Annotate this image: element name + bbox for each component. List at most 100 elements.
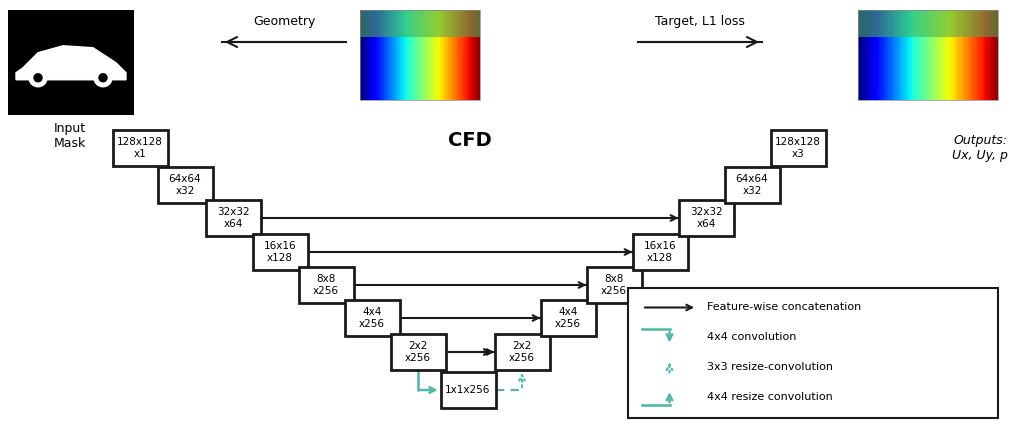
Bar: [895, 10, 898, 100]
Bar: [344, 300, 399, 336]
Bar: [725, 167, 779, 203]
Bar: [921, 10, 924, 100]
Bar: [370, 10, 372, 100]
Bar: [874, 10, 877, 100]
Bar: [900, 10, 902, 100]
Bar: [390, 334, 445, 370]
Bar: [416, 10, 418, 100]
Bar: [988, 10, 991, 100]
Bar: [966, 10, 968, 100]
Bar: [440, 10, 442, 100]
Text: 4x4 convolution: 4x4 convolution: [707, 332, 797, 343]
Text: 4x4
x256: 4x4 x256: [555, 307, 581, 329]
Bar: [446, 10, 449, 100]
Text: Feature-wise concatenation: Feature-wise concatenation: [707, 302, 861, 313]
Bar: [458, 10, 460, 100]
Bar: [368, 10, 370, 100]
Bar: [928, 10, 931, 100]
Bar: [867, 10, 869, 100]
Text: 8x8
x256: 8x8 x256: [313, 274, 339, 296]
Text: 32x32
x64: 32x32 x64: [217, 207, 249, 229]
Bar: [372, 10, 374, 100]
Bar: [995, 10, 998, 100]
Bar: [456, 10, 458, 100]
Bar: [970, 10, 973, 100]
Text: 8x8
x256: 8x8 x256: [601, 274, 627, 296]
Bar: [958, 10, 961, 100]
Bar: [434, 10, 436, 100]
Bar: [388, 10, 390, 100]
Bar: [206, 200, 260, 236]
Circle shape: [94, 69, 112, 87]
Bar: [973, 10, 975, 100]
Bar: [384, 10, 386, 100]
Bar: [450, 10, 452, 100]
Bar: [402, 10, 404, 100]
Bar: [770, 130, 825, 166]
Bar: [424, 10, 426, 100]
Bar: [390, 10, 392, 100]
Bar: [982, 10, 984, 100]
Text: 2x2
x256: 2x2 x256: [509, 341, 535, 363]
Bar: [158, 167, 213, 203]
Bar: [400, 10, 402, 100]
Bar: [858, 10, 998, 100]
Bar: [904, 10, 907, 100]
Bar: [462, 10, 464, 100]
Bar: [907, 10, 909, 100]
Bar: [414, 10, 416, 100]
Bar: [495, 334, 550, 370]
Text: CFD: CFD: [449, 130, 492, 150]
Bar: [886, 10, 889, 100]
Bar: [991, 10, 993, 100]
Bar: [374, 10, 376, 100]
Bar: [993, 10, 995, 100]
Bar: [454, 10, 456, 100]
Bar: [466, 10, 468, 100]
Bar: [253, 234, 307, 270]
Bar: [937, 10, 940, 100]
Bar: [464, 10, 466, 100]
Bar: [360, 10, 362, 100]
Bar: [404, 10, 406, 100]
Bar: [438, 10, 440, 100]
Bar: [956, 10, 958, 100]
Bar: [933, 10, 935, 100]
Bar: [977, 10, 979, 100]
Text: 64x64
x32: 64x64 x32: [169, 174, 202, 196]
Bar: [679, 200, 733, 236]
Circle shape: [99, 74, 106, 82]
Bar: [444, 10, 446, 100]
Bar: [961, 10, 963, 100]
Bar: [979, 10, 982, 100]
Bar: [418, 10, 420, 100]
Text: Geometry: Geometry: [253, 15, 315, 28]
Bar: [891, 10, 893, 100]
Bar: [935, 10, 937, 100]
Bar: [398, 10, 400, 100]
Bar: [882, 10, 884, 100]
Bar: [865, 10, 867, 100]
Bar: [410, 10, 412, 100]
Circle shape: [29, 69, 47, 87]
Bar: [963, 10, 966, 100]
Bar: [299, 267, 353, 303]
Bar: [884, 10, 886, 100]
Bar: [893, 10, 895, 100]
Bar: [879, 10, 882, 100]
Bar: [889, 10, 891, 100]
Bar: [869, 10, 872, 100]
Bar: [472, 10, 474, 100]
Bar: [898, 10, 900, 100]
Bar: [460, 10, 462, 100]
Bar: [587, 267, 641, 303]
Bar: [476, 10, 478, 100]
Text: 16x16
x128: 16x16 x128: [264, 241, 296, 263]
Text: Input
Mask: Input Mask: [54, 122, 86, 150]
Bar: [449, 10, 450, 100]
Text: 32x32
x64: 32x32 x64: [690, 207, 722, 229]
Text: Outputs:
Ux, Uy, p: Outputs: Ux, Uy, p: [952, 134, 1008, 162]
Bar: [478, 10, 480, 100]
Bar: [474, 10, 476, 100]
Text: 2x2
x256: 2x2 x256: [406, 341, 431, 363]
